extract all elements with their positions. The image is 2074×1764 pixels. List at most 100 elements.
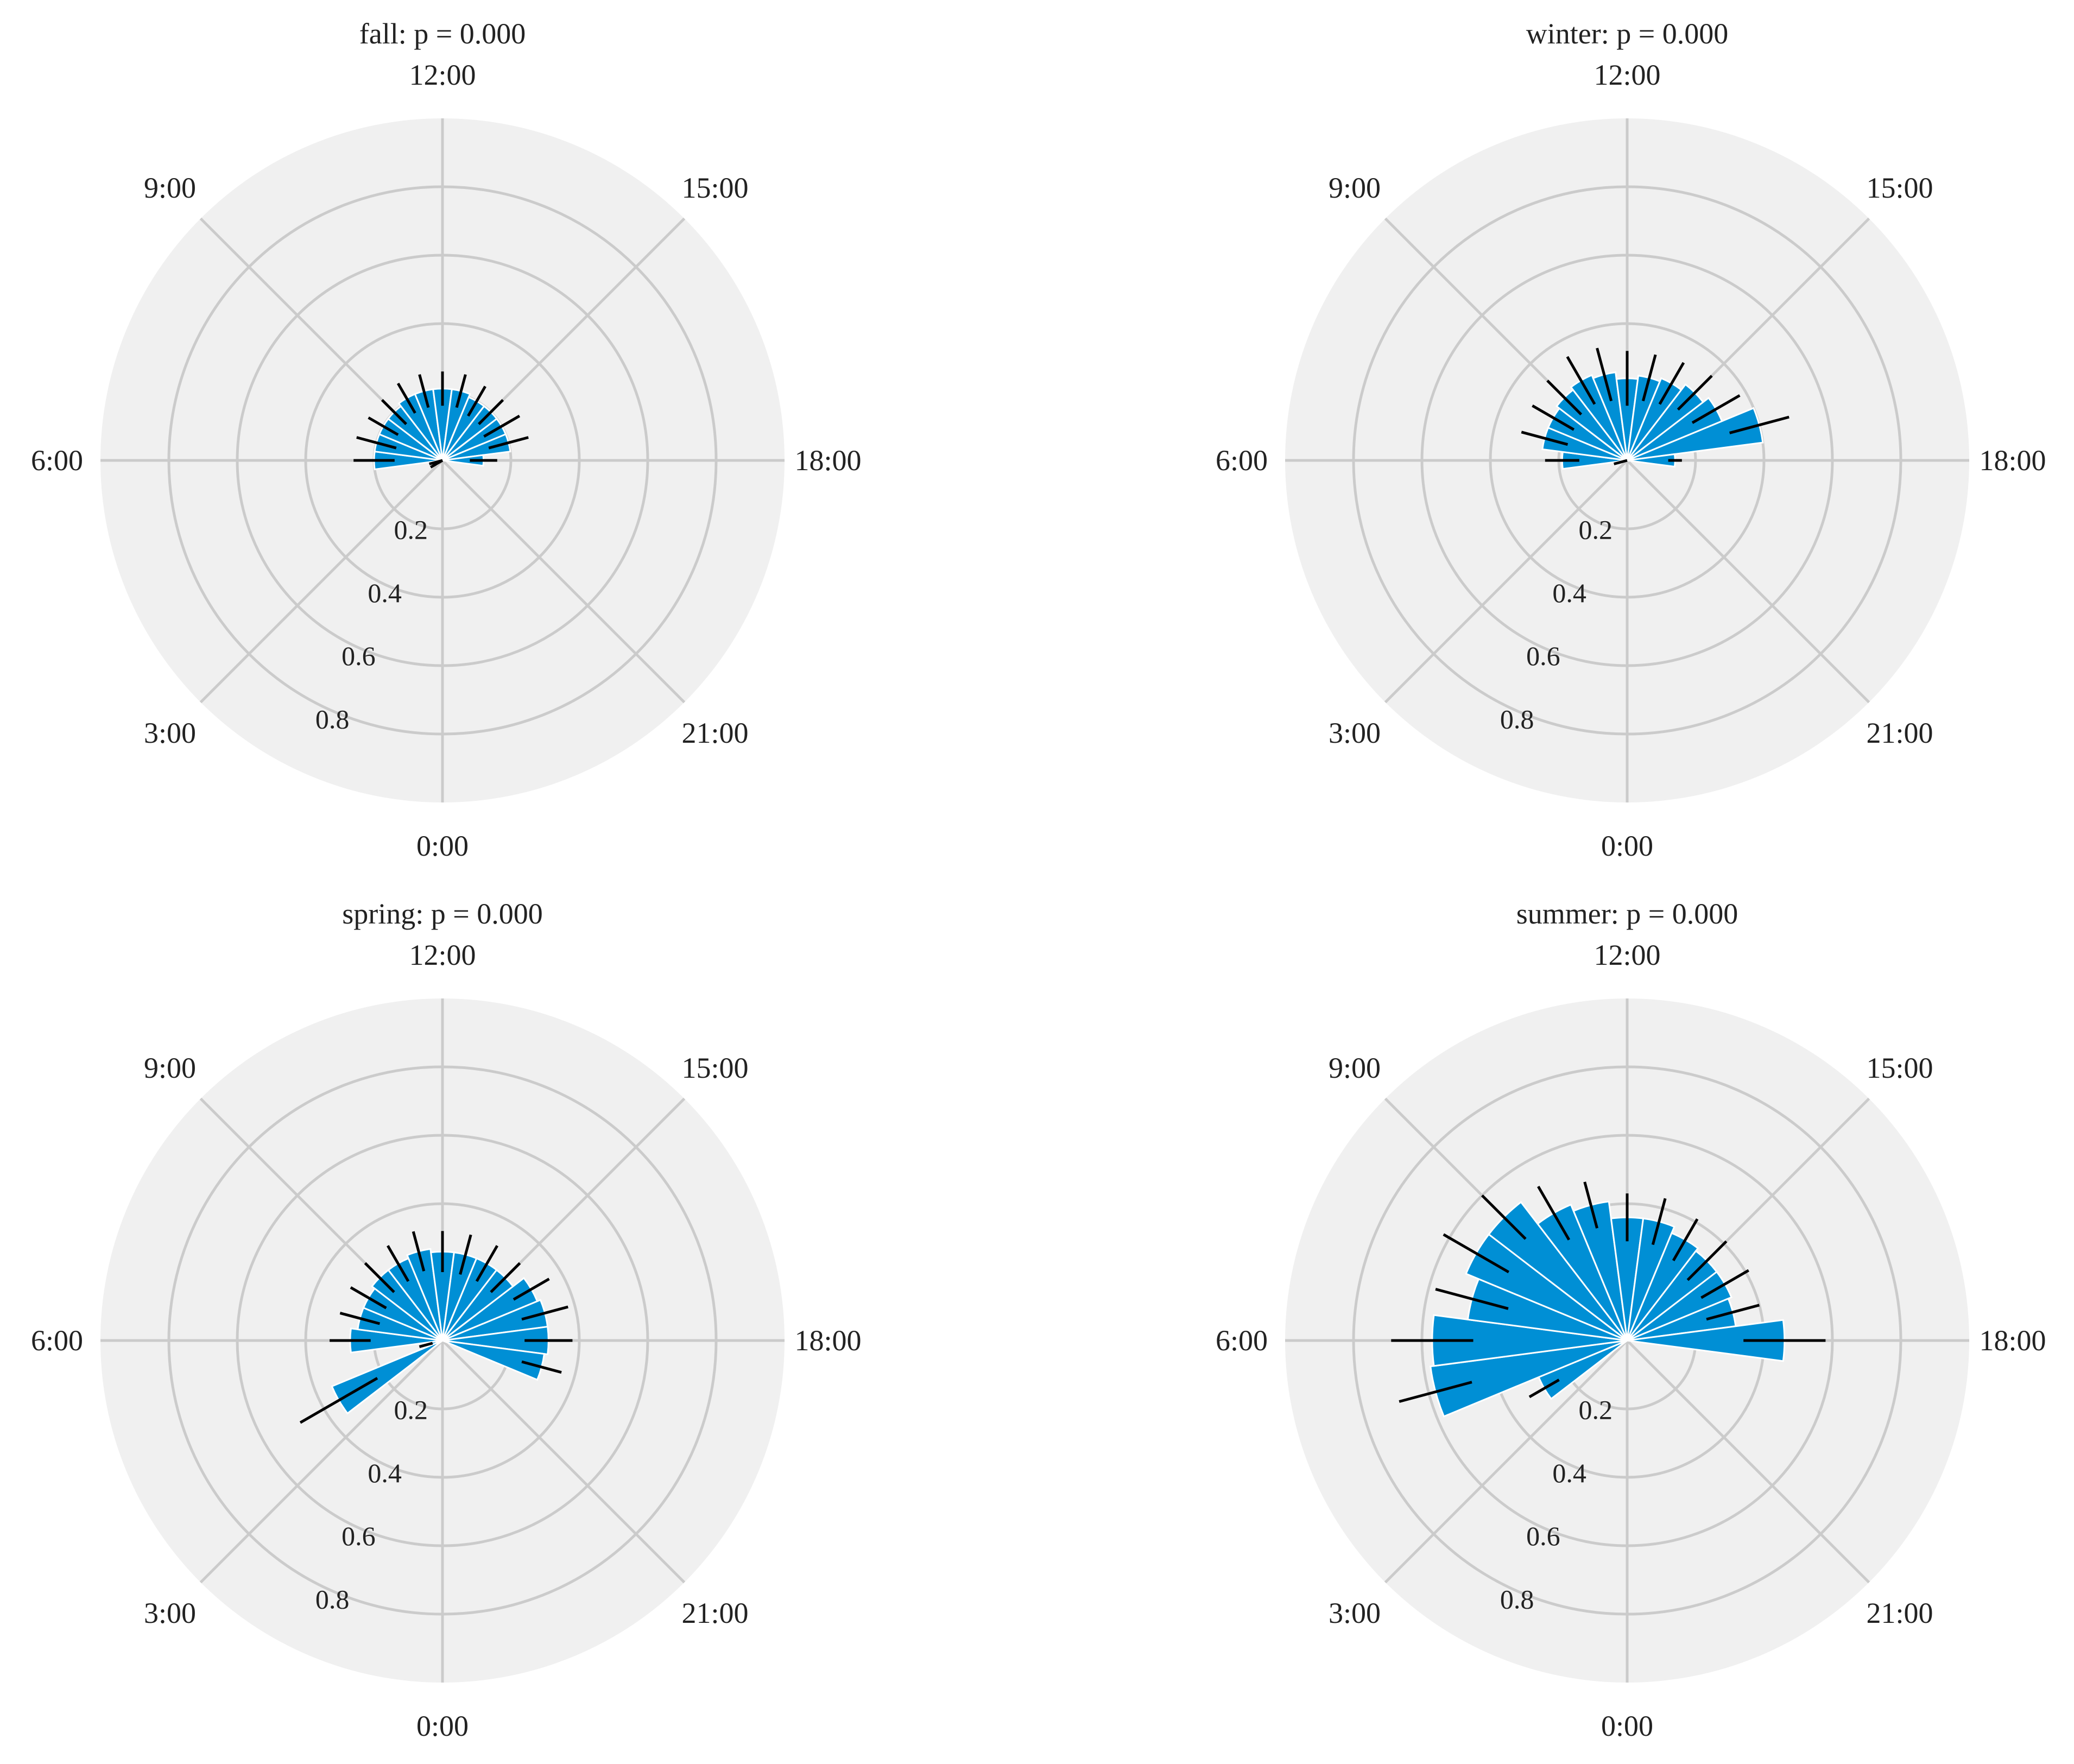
hour-tick-label: 3:00 (144, 717, 196, 749)
radial-tick-label: 0.8 (1500, 704, 1534, 735)
radial-tick-label: 0.6 (342, 1521, 376, 1551)
error-bar-hour-5 (1614, 459, 1628, 465)
chart-title: winter: p = 0.000 (1526, 17, 1728, 50)
error-bar-hour-17 (1729, 415, 1790, 434)
angular-gridline (441, 459, 686, 704)
polar-chart-1: 0.2 0.4 0.6 0.8 0:00 3:00 6:00 9:00 12:00 15:00 18… (1216, 17, 2046, 862)
error-bar-hour-7 (356, 436, 397, 450)
error-bar-hour-7 (339, 1312, 381, 1325)
radial-tick-label: 0.4 (368, 1458, 402, 1488)
radial-tick-label: 0.8 (1500, 1584, 1534, 1615)
error-bar-hour-14 (1658, 362, 1685, 405)
error-bar-hour-10 (387, 1245, 410, 1282)
hour-tick-label: 21:00 (1867, 1597, 1933, 1629)
polar-chart-0: 0.2 0.4 0.6 0.8 0:00 3:00 6:00 9:00 12:00 15:00 18… (31, 17, 862, 862)
hour-tick-label: 21:00 (682, 717, 749, 749)
hour-tick-label: 6:00 (1216, 1324, 1268, 1357)
hour-tick-label: 15:00 (1867, 172, 1933, 204)
angular-gridline (441, 1339, 686, 1584)
error-bar-hour-10 (1566, 356, 1596, 405)
error-bar-hour-17 (521, 1305, 568, 1321)
radial-tick-label: 0.2 (1579, 1394, 1613, 1425)
error-bar-hour-10 (1537, 1186, 1571, 1241)
error-bar-hour-13 (1651, 1198, 1667, 1245)
radial-tick-label: 0.8 (315, 704, 350, 735)
radial-tick-label: 0.6 (1526, 641, 1560, 671)
error-bar-hour-7 (1521, 431, 1569, 446)
angular-gridline (1384, 1339, 1628, 1584)
error-bar-hour-11 (1596, 347, 1613, 402)
error-bar-hour-9 (1481, 1194, 1527, 1240)
error-bar-hour-9 (1546, 380, 1583, 416)
error-bar-hour-14 (467, 385, 486, 417)
hour-tick-label: 9:00 (144, 1052, 196, 1084)
error-bar-hour-17 (488, 436, 529, 450)
radial-tick-label: 0.2 (1579, 514, 1613, 545)
chart-title: summer: p = 0.000 (1516, 897, 1738, 930)
error-bar-hour-16 (1700, 1269, 1749, 1299)
hour-tick-label: 0:00 (416, 830, 469, 862)
polar-chart-2: 0.2 0.4 0.6 0.8 0:00 3:00 6:00 9:00 12:00 15:00 18… (31, 897, 862, 1742)
error-bar-hour-11 (412, 1231, 426, 1272)
angular-gridline (1384, 459, 1628, 704)
radial-tick-label: 0.4 (1552, 578, 1586, 608)
error-bar-hour-14 (475, 1245, 498, 1282)
angular-gridline (199, 1339, 444, 1584)
radial-tick-label: 0.6 (342, 641, 376, 671)
hour-tick-label: 18:00 (1979, 1324, 2046, 1357)
hour-tick-label: 12:00 (409, 939, 476, 971)
hour-tick-label: 3:00 (1329, 1597, 1381, 1629)
error-bar-hour-11 (1583, 1181, 1598, 1229)
hour-tick-label: 9:00 (144, 172, 196, 204)
error-bar-hour-13 (455, 374, 467, 408)
error-bar-hour-15 (1677, 375, 1713, 411)
chart-title: spring: p = 0.000 (342, 897, 542, 930)
error-bar-hour-8 (350, 1286, 387, 1310)
hour-tick-label: 12:00 (409, 59, 476, 91)
hour-tick-label: 15:00 (1867, 1052, 1933, 1084)
error-bar-hour-4 (299, 1377, 378, 1424)
hour-tick-label: 12:00 (1594, 939, 1660, 971)
hour-tick-label: 6:00 (31, 1324, 83, 1357)
hour-tick-label: 18:00 (1979, 444, 2046, 477)
hour-tick-label: 12:00 (1594, 59, 1660, 91)
error-bar-hour-5 (429, 459, 443, 465)
radial-tick-label: 0.2 (394, 1394, 428, 1425)
error-bar-hour-15 (1686, 1240, 1728, 1281)
hour-tick-label: 9:00 (1329, 1052, 1381, 1084)
error-bar-hour-7 (1435, 1288, 1509, 1310)
error-bar-hour-8 (368, 416, 399, 436)
error-bar-hour-11 (418, 374, 430, 408)
polar-chart-3: 0.2 0.4 0.6 0.8 0:00 3:00 6:00 9:00 12:00 15:00 18… (1216, 897, 2046, 1742)
angular-gridline (199, 459, 444, 704)
hour-tick-label: 18:00 (794, 444, 861, 477)
radial-tick-label: 0.6 (1526, 1521, 1560, 1551)
hour-tick-label: 18:00 (794, 1324, 861, 1357)
hour-tick-label: 15:00 (682, 172, 749, 204)
hour-tick-label: 21:00 (1867, 717, 1933, 749)
error-bar-hour-13 (1641, 354, 1657, 402)
radial-tick-label: 0.4 (368, 578, 402, 608)
error-bar-hour-17 (1706, 1304, 1760, 1321)
hour-tick-label: 0:00 (1601, 1710, 1653, 1742)
hour-tick-label: 6:00 (31, 444, 83, 477)
error-bar-hour-8 (1532, 404, 1575, 431)
radial-tick-label: 0.4 (1552, 1458, 1586, 1488)
hour-tick-label: 0:00 (416, 1710, 469, 1742)
error-bar-hour-16 (513, 1278, 550, 1301)
angular-gridline (1626, 1339, 1870, 1584)
chart-title: fall: p = 0.000 (359, 17, 526, 50)
error-bar-hour-9 (364, 1262, 395, 1293)
error-bar-hour-8 (1443, 1233, 1510, 1274)
error-bar-hour-4 (1528, 1379, 1560, 1399)
hour-tick-label: 3:00 (144, 1597, 196, 1629)
error-bar-hour-14 (1672, 1218, 1699, 1261)
error-bar-hour-19 (521, 1360, 562, 1374)
error-bar-hour-10 (396, 382, 416, 414)
radial-tick-label: 0.2 (394, 514, 428, 545)
angular-gridline (1626, 459, 1870, 704)
error-bar-hour-15 (490, 1262, 521, 1293)
error-bar-hour-5 (1399, 1381, 1472, 1403)
radial-tick-label: 0.8 (315, 1584, 350, 1615)
